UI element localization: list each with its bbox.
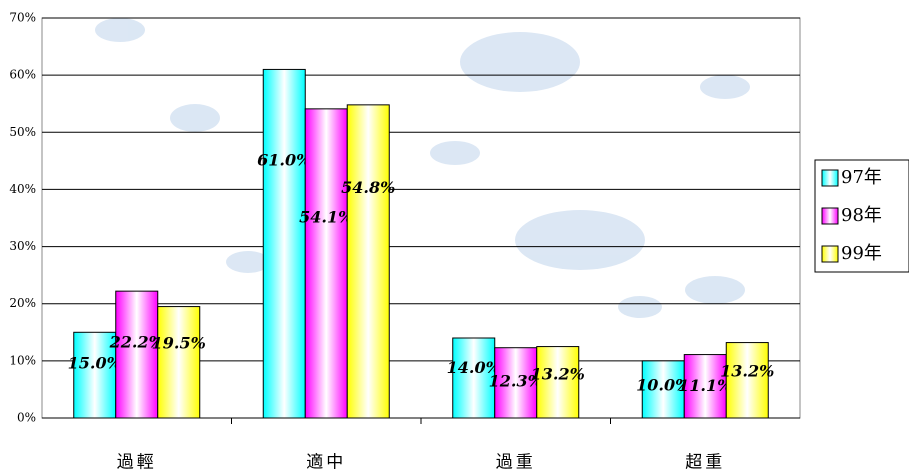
y-tick-label: 20% [9, 296, 36, 310]
legend-swatch [821, 207, 839, 225]
y-tick-label: 50% [9, 125, 36, 139]
legend-swatch [821, 169, 839, 187]
bar [304, 108, 348, 419]
x-tick-label: 超重 [685, 453, 725, 473]
legend-label: 97年 [841, 167, 882, 188]
y-tick-label: 30% [9, 239, 36, 253]
value-label: 11.1% [678, 376, 732, 395]
legend-swatch [821, 245, 839, 263]
value-label: 54.8% [341, 178, 395, 197]
value-label: 15.0% [68, 353, 122, 372]
value-label: 12.3% [489, 371, 543, 390]
bar [683, 354, 727, 419]
value-label: 14.0% [447, 358, 501, 377]
bar [452, 337, 496, 419]
bar [725, 342, 769, 419]
legend-label: 98年 [841, 205, 882, 226]
value-label: 10.0% [636, 375, 690, 394]
y-tick-label: 0% [17, 411, 36, 425]
value-label: 61.0% [257, 151, 311, 170]
value-label: 22.2% [109, 333, 164, 352]
x-tick-label: 過重 [496, 453, 536, 473]
bar [641, 360, 685, 419]
bar [157, 306, 201, 419]
x-tick-label: 過輕 [117, 453, 157, 473]
value-label: 19.5% [152, 334, 206, 353]
value-label: 13.2% [531, 364, 585, 383]
background-decoration [95, 18, 750, 318]
legend-label: 99年 [841, 243, 882, 264]
x-tick-label: 適中 [306, 453, 346, 473]
bar [262, 68, 306, 419]
y-tick-label: 10% [9, 353, 36, 367]
bar [536, 346, 580, 419]
value-label: 54.1% [299, 208, 353, 227]
value-label: 13.2% [720, 361, 774, 380]
y-tick-label: 40% [9, 182, 36, 196]
bar [346, 104, 390, 419]
y-tick-label: 70% [9, 11, 36, 25]
y-tick-label: 60% [9, 68, 36, 82]
bar [115, 290, 159, 419]
